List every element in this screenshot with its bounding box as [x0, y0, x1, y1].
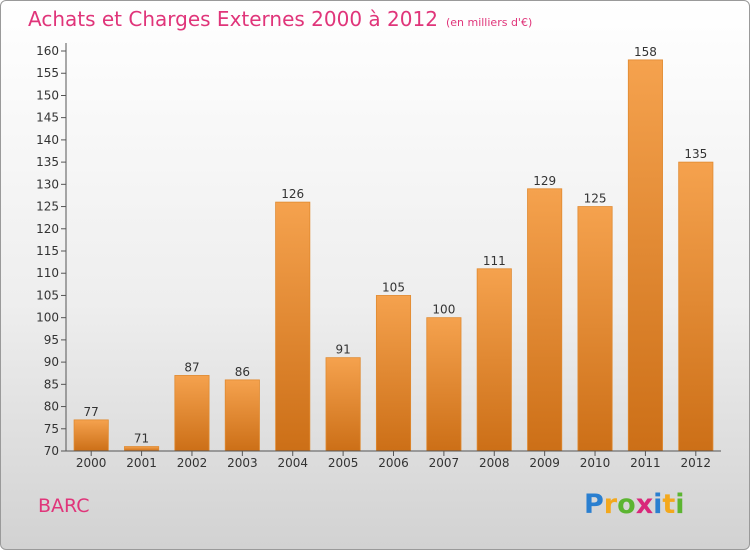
- logo-letter: x: [635, 489, 654, 520]
- y-tick-label: 90: [44, 355, 59, 369]
- x-tick-label: 2008: [479, 456, 510, 470]
- logo-letter: o: [617, 489, 636, 520]
- y-tick-label: 95: [44, 333, 59, 347]
- bar-2005: [325, 357, 361, 452]
- commune-name: BARC: [38, 495, 90, 517]
- y-tick-label: 80: [44, 400, 59, 414]
- logo-letter: t: [662, 489, 676, 520]
- x-tick-label: 2011: [630, 456, 661, 470]
- y-tick-label: 135: [36, 155, 59, 169]
- x-tick-label: 2010: [580, 456, 611, 470]
- y-tick-label: 140: [36, 133, 59, 147]
- bar-2010: [577, 206, 613, 452]
- y-tick-label: 115: [36, 244, 59, 258]
- x-axis: 2000 2001 2002 2003 2004 2005 2006 2007 2008 2009…: [66, 450, 721, 470]
- chart-unit-note: (en milliers d'€): [445, 16, 533, 29]
- x-tick-label: 2001: [126, 456, 157, 470]
- bar-2000: [73, 419, 109, 452]
- y-tick-label: 75: [44, 422, 59, 436]
- y-tick-label: 85: [44, 377, 59, 391]
- data-label-2000: 77: [84, 405, 99, 419]
- y-axis: 70 75 80 85 90 95 100 105 110 115 120 125 130 135 140 1…: [36, 43, 67, 458]
- chart-title: Achats et Charges Externes 2000 à 2012 (e…: [28, 7, 532, 31]
- data-label-2002: 87: [184, 360, 199, 374]
- y-tick-label: 160: [36, 44, 59, 58]
- data-label-2004: 126: [281, 187, 304, 201]
- x-tick-label: 2000: [76, 456, 107, 470]
- logo-letter: P: [584, 489, 604, 520]
- data-label-2012: 135: [684, 147, 707, 161]
- data-labels: 77 71 87 86 126 91 105 100 111 129 125 158 135: [84, 45, 708, 446]
- data-label-2007: 100: [432, 303, 455, 317]
- x-tick-label: 2012: [681, 456, 712, 470]
- y-tick-label: 70: [44, 444, 59, 458]
- y-tick-label: 150: [36, 88, 59, 102]
- y-tick-label: 120: [36, 222, 59, 236]
- x-tick-label: 2003: [227, 456, 258, 470]
- data-label-2001: 71: [134, 432, 149, 446]
- y-tick-label: 145: [36, 111, 59, 125]
- y-tick-label: 110: [36, 266, 59, 280]
- logo-letter: r: [603, 489, 618, 520]
- data-label-2008: 111: [483, 254, 506, 268]
- x-tick-label: 2009: [529, 456, 560, 470]
- data-label-2005: 91: [335, 343, 350, 357]
- data-label-2011: 158: [634, 45, 657, 59]
- y-tick-label: 125: [36, 200, 59, 214]
- bar-2006: [375, 295, 412, 452]
- y-tick-label: 155: [36, 66, 59, 80]
- chart-title-text: Achats et Charges Externes 2000 à 2012: [28, 7, 438, 31]
- data-label-2003: 86: [235, 365, 250, 379]
- bar-2002: [174, 375, 210, 452]
- data-label-2009: 129: [533, 174, 556, 188]
- logo-letter: i: [675, 489, 685, 520]
- x-tick-label: 2007: [429, 456, 460, 470]
- x-tick-label: 2004: [277, 456, 308, 470]
- x-tick-label: 2002: [177, 456, 208, 470]
- bar-2003: [224, 379, 260, 452]
- bar-2001: [124, 446, 160, 452]
- data-label-2006: 105: [382, 280, 405, 294]
- data-label-2010: 125: [584, 192, 607, 206]
- bar-2011: [627, 59, 663, 452]
- logo-letter: i: [653, 489, 663, 520]
- x-tick-label: 2005: [328, 456, 359, 470]
- y-tick-label: 130: [36, 177, 59, 191]
- y-tick-label: 100: [36, 311, 59, 325]
- y-tick-label: 105: [36, 288, 59, 302]
- bar-2009: [527, 188, 563, 452]
- bar-2008: [476, 268, 512, 452]
- bar-2007: [426, 317, 462, 452]
- bar-2004: [275, 201, 311, 452]
- x-tick-label: 2006: [378, 456, 409, 470]
- bars: [73, 59, 714, 452]
- proxiti-logo: Proxiti: [584, 489, 685, 520]
- bar-2012: [678, 161, 714, 452]
